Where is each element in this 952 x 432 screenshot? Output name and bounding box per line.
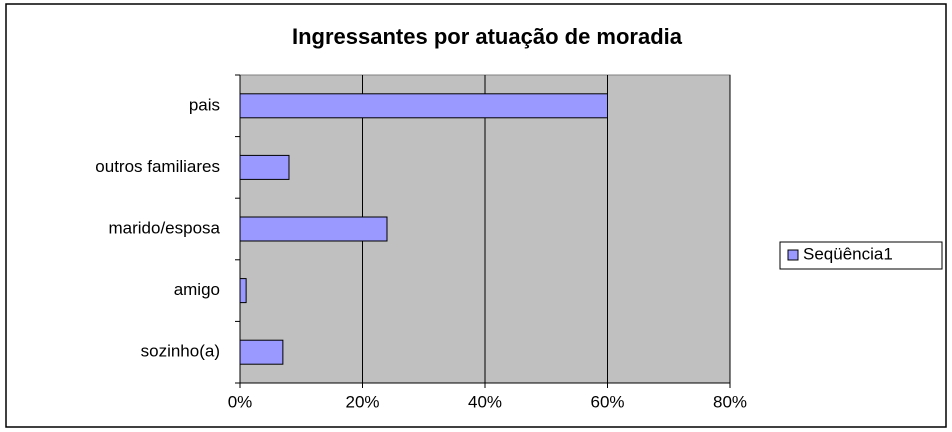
bar — [239, 278, 247, 304]
x-tick-label: 20% — [345, 392, 379, 411]
legend-swatch — [787, 249, 799, 261]
bar — [239, 154, 290, 180]
legend-label: Seqüência1 — [803, 244, 893, 263]
y-tick-label: outros familiares — [95, 157, 220, 176]
bar — [239, 216, 388, 242]
y-tick-label: pais — [189, 95, 220, 114]
y-tick-label: amigo — [174, 280, 220, 299]
chart-title: Ingressantes por atuação de moradia — [292, 24, 683, 49]
bar — [239, 339, 284, 365]
legend-box — [779, 241, 943, 270]
bar — [239, 93, 608, 119]
y-tick-label: marido/esposa — [108, 218, 220, 237]
x-tick-label: 80% — [713, 392, 747, 411]
y-tick-label: sozinho(a) — [141, 342, 220, 361]
x-tick-label: 40% — [468, 392, 502, 411]
x-tick-label: 60% — [590, 392, 624, 411]
x-tick-label: 0% — [228, 392, 253, 411]
